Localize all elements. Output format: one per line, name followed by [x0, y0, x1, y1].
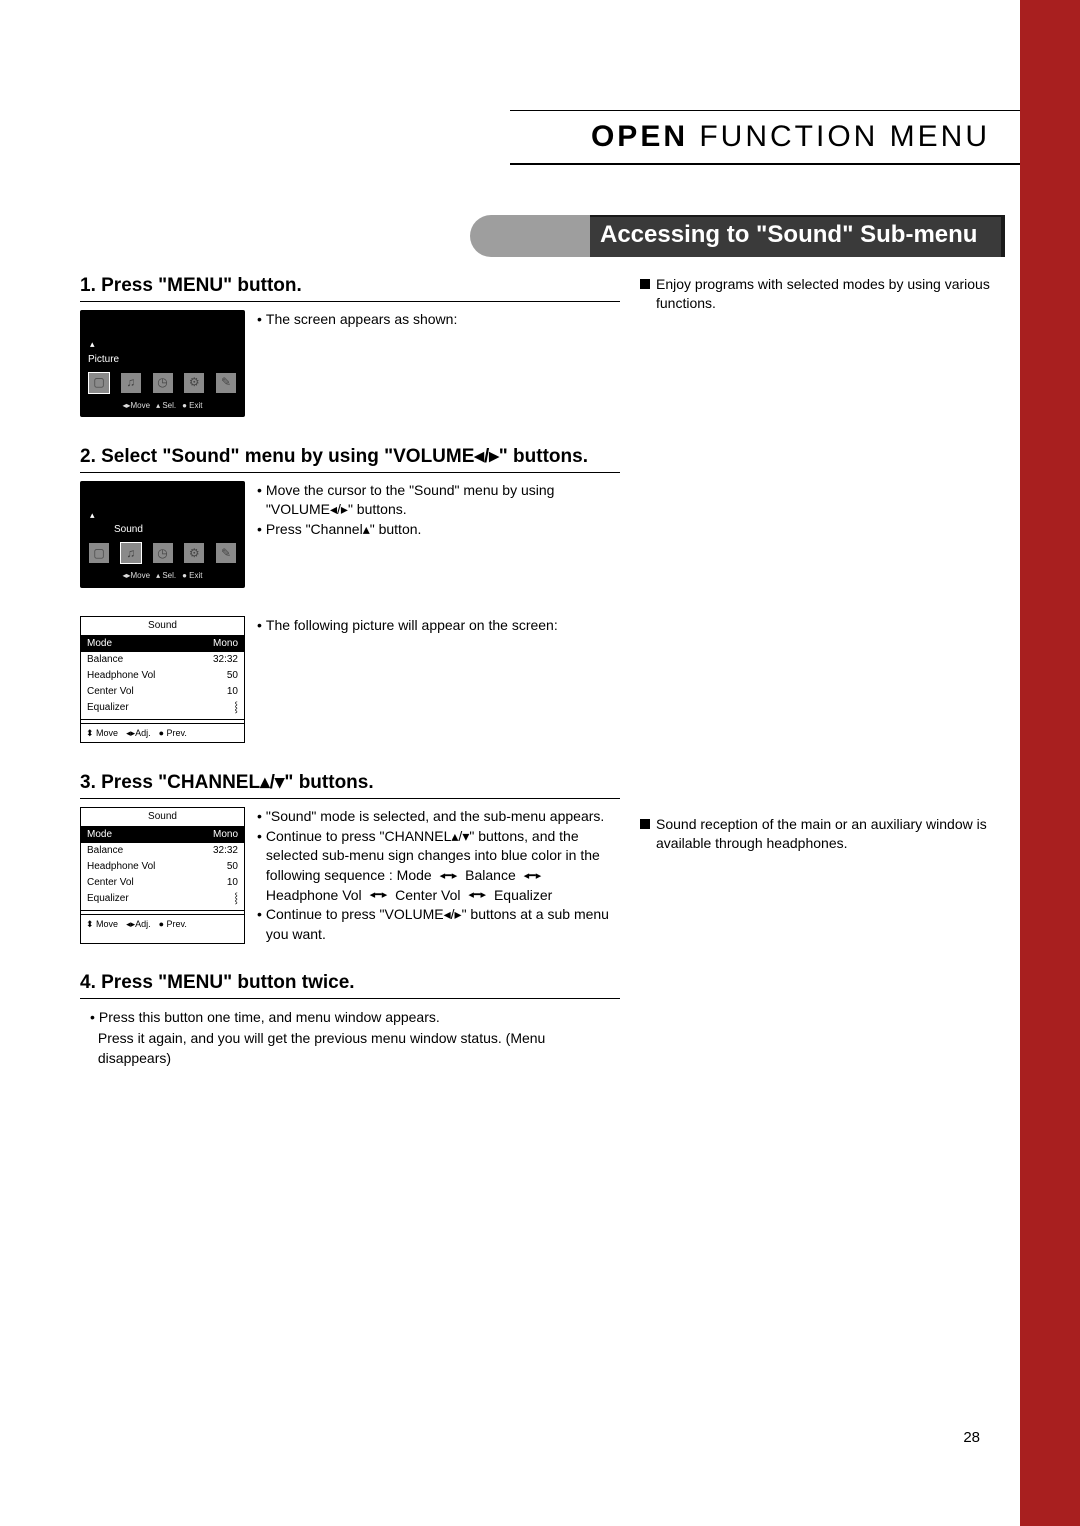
- red-sidebar: [1020, 0, 1080, 1526]
- page-number: 28: [963, 1429, 980, 1446]
- sound-icon: ♫: [121, 373, 141, 393]
- table-row: ModeMono: [81, 827, 244, 843]
- bidir-arrow-icon: ◂━▸: [468, 888, 486, 903]
- exit-hint: ● Exit: [182, 570, 202, 581]
- square-bullet-icon: [640, 819, 650, 829]
- step4-body: •Press this button one time, and menu wi…: [90, 1007, 620, 1068]
- header-rule-bottom: [510, 163, 1020, 165]
- step2-mock-label: Sound: [114, 523, 239, 537]
- mock-icon-row: ▢ ♫ ◷ ⚙ ✎: [86, 540, 239, 566]
- step3-desc1: "Sound" mode is selected, and the sub-me…: [266, 807, 620, 827]
- side-note-top: Enjoy programs with selected modes by us…: [640, 275, 1000, 313]
- step1-mock-label: Picture: [88, 353, 239, 367]
- step2-desc3: The following picture will appear on the…: [266, 616, 620, 636]
- mock-bottom-bar: ◂▸Move ▴ Sel. ● Exit: [86, 570, 239, 581]
- sel-hint: ▴ Sel.: [156, 570, 176, 581]
- side-note-bottom: Sound reception of the main or an auxili…: [640, 815, 1000, 853]
- step4-desc2: Press it again, and you will get the pre…: [98, 1028, 620, 1069]
- page: OPEN FUNCTION MENU Accessing to "Sound" …: [0, 0, 1080, 1526]
- bidir-arrow-icon: ◂━▸: [440, 869, 458, 884]
- table-row: Headphone Vol50: [81, 668, 244, 684]
- table-row: Equalizer⸾: [81, 891, 244, 907]
- setup-icon: ⚙: [184, 373, 204, 393]
- step1-title: 1. Press "MENU" button.: [80, 275, 620, 302]
- step2-right-b: •The following picture will appear on th…: [257, 616, 620, 744]
- step3-title: 3. Press "CHANNEL▴/▾" buttons.: [80, 771, 620, 799]
- step2-title: 2. Select "Sound" menu by using "VOLUME◂…: [80, 445, 620, 473]
- lang-icon: ✎: [216, 373, 236, 393]
- step3-right: •"Sound" mode is selected, and the sub-m…: [257, 807, 620, 944]
- step3-desc2: Continue to press "CHANNEL▴/▾" buttons, …: [266, 827, 620, 905]
- sel-hint: ▴ Sel.: [156, 400, 176, 411]
- section-title: Accessing to "Sound" Sub-menu: [600, 221, 977, 249]
- clock-icon: ◷: [153, 373, 173, 393]
- header-open: OPEN: [591, 120, 688, 153]
- step3-desc3: Continue to press "VOLUME◂/▸" buttons at…: [266, 905, 620, 944]
- step4-title: 4. Press "MENU" button twice.: [80, 972, 620, 999]
- sound-icon: ♫: [121, 543, 141, 563]
- step2-desc1: Move the cursor to the "Sound" menu by u…: [266, 481, 620, 520]
- arrow-up-icon: ▴: [90, 509, 239, 522]
- bidir-arrow-icon: ◂━▸: [524, 869, 542, 884]
- step1-body: ▴ Picture ▢ ♫ ◷ ⚙ ✎ ◂▸Move ▴ Sel. ● Exit…: [80, 310, 620, 417]
- mock-bottom-bar: ◂▸Move ▴ Sel. ● Exit: [86, 400, 239, 411]
- step4-desc1: Press this button one time, and menu win…: [99, 1007, 620, 1027]
- step1-right: •The screen appears as shown:: [257, 310, 620, 417]
- table-row: Center Vol10: [81, 875, 244, 891]
- table-row: ModeMono: [81, 636, 244, 652]
- table-foot: ⬍ Move ◂▸Adj. ● Prev.: [81, 914, 244, 934]
- arrow-up-icon: ▴: [90, 338, 239, 351]
- step2-body-a: ▴ Sound ▢ ♫ ◷ ⚙ ✎ ◂▸Move ▴ Sel. ● Exit •…: [80, 481, 620, 588]
- clock-icon: ◷: [153, 543, 173, 563]
- step2-screen-mock: ▴ Sound ▢ ♫ ◷ ⚙ ✎ ◂▸Move ▴ Sel. ● Exit: [80, 481, 245, 588]
- step1-screen-mock: ▴ Picture ▢ ♫ ◷ ⚙ ✎ ◂▸Move ▴ Sel. ● Exit: [80, 310, 245, 417]
- table-row: Balance32:32: [81, 652, 244, 668]
- bidir-arrow-icon: ◂━▸: [370, 888, 388, 903]
- picture-icon: ▢: [89, 373, 109, 393]
- table-row: Headphone Vol50: [81, 859, 244, 875]
- table-row: Center Vol10: [81, 684, 244, 700]
- exit-hint: ● Exit: [182, 400, 202, 411]
- main-column: 1. Press "MENU" button. ▴ Picture ▢ ♫ ◷ …: [80, 275, 620, 1068]
- side-note-bottom-text: Sound reception of the main or an auxili…: [656, 815, 1000, 853]
- step2-right-a: •Move the cursor to the "Sound" menu by …: [257, 481, 620, 588]
- step2-table-mock: Sound ModeMono Balance32:32 Headphone Vo…: [80, 616, 245, 744]
- step2-body-b: Sound ModeMono Balance32:32 Headphone Vo…: [80, 616, 620, 744]
- mock-icon-row: ▢ ♫ ◷ ⚙ ✎: [86, 370, 239, 396]
- move-hint: ◂▸Move: [122, 400, 150, 411]
- lang-icon: ✎: [216, 543, 236, 563]
- tbl-title: Sound: [81, 808, 244, 827]
- table-foot: ⬍ Move ◂▸Adj. ● Prev.: [81, 723, 244, 743]
- side-column: Enjoy programs with selected modes by us…: [640, 275, 1000, 323]
- step3-body: Sound ModeMono Balance32:32 Headphone Vo…: [80, 807, 620, 944]
- picture-icon: ▢: [89, 543, 109, 563]
- step1-desc: The screen appears as shown:: [266, 310, 620, 330]
- header-rule-top: [510, 110, 1020, 111]
- step2-desc2: Press "Channel▴" button.: [266, 520, 620, 540]
- step3-table-mock: Sound ModeMono Balance32:32 Headphone Vo…: [80, 807, 245, 944]
- table-row: Equalizer⸾: [81, 700, 244, 716]
- move-hint: ◂▸Move: [122, 570, 150, 581]
- tbl-title: Sound: [81, 617, 244, 636]
- square-bullet-icon: [640, 279, 650, 289]
- header-title: OPEN FUNCTION MENU: [591, 120, 990, 154]
- side-note-top-text: Enjoy programs with selected modes by us…: [656, 275, 1000, 313]
- setup-icon: ⚙: [184, 543, 204, 563]
- table-row: Balance32:32: [81, 843, 244, 859]
- header-function-menu: FUNCTION MENU: [699, 120, 990, 153]
